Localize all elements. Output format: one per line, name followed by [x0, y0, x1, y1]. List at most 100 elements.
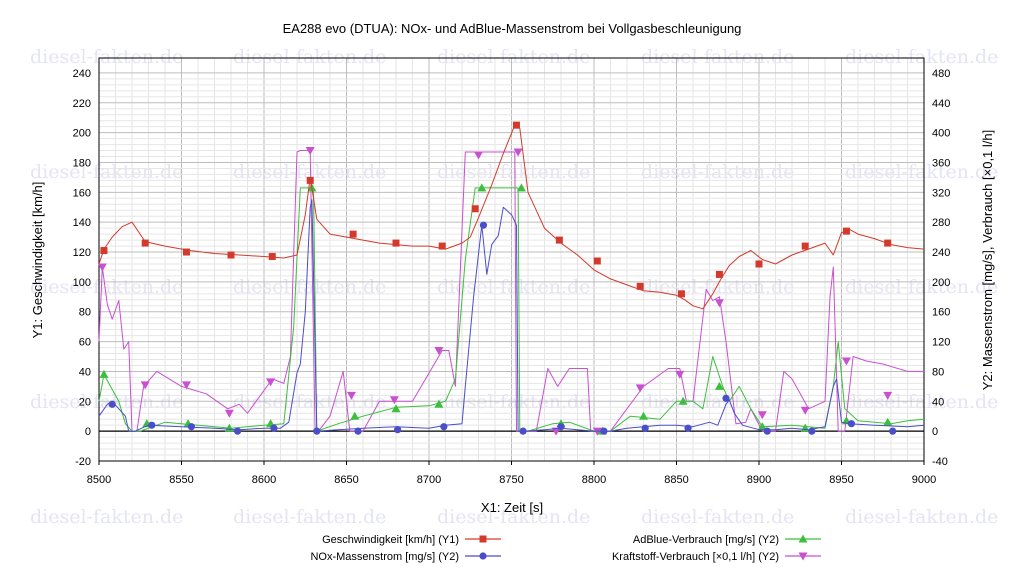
y-right-tick-label: 0: [932, 426, 938, 438]
series-marker-1: [313, 427, 321, 435]
y-left-tick-label: 180: [73, 157, 91, 169]
series-marker-0: [884, 239, 892, 247]
series-marker-3: [266, 378, 276, 387]
y-left-tick-labels: -20 0 20 40 60 80 100 120 140 160 180 200 220 240: [73, 68, 91, 468]
series-marker-3: [757, 411, 767, 420]
series-marker-1: [889, 427, 897, 435]
series-marker-3: [513, 148, 523, 157]
x-tick-labels: 8500 8550 8600 8650 8700 8750 8800 8850 8900 8950…: [87, 461, 936, 486]
x-tick-label: 8600: [252, 474, 276, 486]
watermark-text: diesel-fakten.de: [641, 391, 794, 413]
watermark-text: diesel-fakten.de: [30, 276, 183, 298]
series-marker-3: [346, 391, 356, 400]
series-marker-1: [519, 427, 527, 435]
x-tick-label: 8950: [829, 474, 853, 486]
series-marker-1: [641, 424, 649, 432]
series-marker-1: [557, 423, 565, 431]
series-marker-2: [391, 404, 401, 413]
legend-marker: [798, 552, 808, 561]
series-marker-1: [479, 221, 488, 229]
series-marker-2: [516, 183, 526, 192]
legend-marker: [479, 535, 487, 543]
series-marker-0: [100, 247, 108, 255]
watermark-text: diesel-fakten.de: [845, 506, 998, 528]
y-left-tick-label: 160: [73, 187, 91, 199]
y-left-tick-label: 0: [85, 426, 91, 438]
series-marker-3: [714, 299, 724, 308]
series-marker-1: [808, 427, 816, 435]
series-marker-0: [349, 230, 357, 238]
series-marker-3: [389, 396, 399, 405]
series-marker-1: [600, 427, 608, 435]
series-marker-3: [675, 370, 685, 379]
x-tick-label: 8700: [417, 474, 441, 486]
series-line-3: [98, 150, 924, 432]
series-marker-3: [434, 347, 444, 356]
watermark-text: diesel-fakten.de: [437, 46, 590, 68]
y-left-tick-label: 200: [73, 128, 91, 140]
x-tick-label: 8850: [664, 474, 688, 486]
series-layer: [97, 121, 925, 436]
x-tick-label: 8800: [582, 474, 606, 486]
series-marker-1: [234, 427, 242, 435]
series-marker-2: [434, 399, 444, 408]
series-marker-2: [99, 369, 109, 378]
series-marker-1: [722, 394, 730, 402]
watermark-text: diesel-fakten.de: [845, 391, 998, 413]
watermark-text: diesel-fakten.de: [437, 161, 590, 183]
series-marker-3: [140, 381, 150, 390]
y-right-tick-label: 480: [932, 68, 950, 80]
series-marker-1: [354, 427, 362, 435]
series-marker-2: [714, 381, 724, 390]
series-marker-3: [305, 147, 315, 156]
series-marker-2: [477, 183, 487, 192]
series-marker-0: [636, 282, 644, 290]
y-right-tick-label: 200: [932, 277, 950, 289]
y-right-tick-label: 440: [932, 98, 950, 110]
series-marker-1: [394, 426, 402, 434]
y-left-tick-label: 20: [79, 396, 91, 408]
series-line-2: [98, 187, 925, 432]
series-marker-3: [474, 151, 483, 160]
y-left-tick-label: 240: [73, 68, 91, 80]
series-marker-1: [684, 424, 692, 432]
x-tick-label: 9000: [912, 474, 936, 486]
y-right-tick-label: 40: [932, 396, 944, 408]
series-marker-0: [677, 290, 685, 298]
legend-label: AdBlue-Verbrauch [mg/s] (Y2): [633, 534, 779, 546]
y-right-tick-label: 240: [932, 247, 950, 259]
series-marker-1: [270, 424, 278, 432]
series-marker-2: [678, 396, 688, 405]
chart-title: EA288 evo (DTUA): NOx- und AdBlue-Massen…: [283, 21, 742, 36]
watermark-text: diesel-fakten.de: [641, 161, 794, 183]
series-marker-0: [182, 248, 190, 256]
watermark-text: diesel-fakten.de: [641, 46, 794, 68]
series-marker-0: [306, 176, 314, 184]
legend-marker: [479, 552, 487, 560]
y-left-tick-label: 40: [79, 366, 91, 378]
y-left-tick-label: 100: [73, 277, 91, 289]
x-tick-label: 8650: [334, 474, 358, 486]
y-left-tick-label: 80: [79, 307, 91, 319]
y-right-tick-labels: -40 0 40 80 120 160 200 240 280 320 360 400 440 480: [932, 68, 950, 468]
watermark-text: diesel-fakten.de: [30, 506, 183, 528]
y-right-tick-label: -40: [932, 456, 948, 468]
series-marker-3: [841, 357, 851, 366]
watermark-text: diesel-fakten.de: [845, 161, 998, 183]
watermark-text: diesel-fakten.de: [233, 161, 386, 183]
series-marker-1: [440, 423, 448, 431]
watermark-text: diesel-fakten.de: [30, 46, 183, 68]
y-left-tick-label: 120: [73, 247, 91, 259]
watermark-text: diesel-fakten.de: [641, 276, 794, 298]
series-marker-0: [755, 260, 763, 268]
watermark-text: diesel-fakten.de: [641, 506, 794, 528]
series-marker-2: [639, 411, 648, 420]
grid: [98, 58, 925, 462]
legend-label: Geschwindigkeit [km/h] (Y1): [322, 534, 459, 546]
watermark-text: diesel-fakten.de: [437, 506, 590, 528]
x-tick-label: 8750: [499, 474, 523, 486]
legend-label: NOx-Massenstrom [mg/s] (Y2): [310, 551, 459, 563]
series-marker-0: [593, 257, 601, 265]
y-right-tick-label: 280: [932, 217, 950, 229]
series-marker-3: [181, 381, 191, 390]
